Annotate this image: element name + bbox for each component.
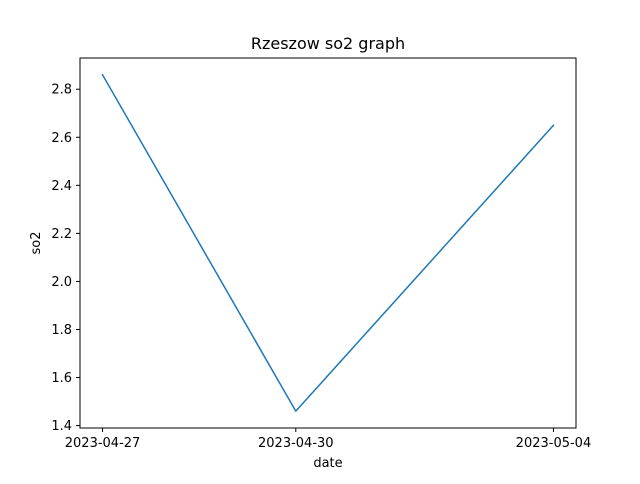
y-tick-label: 2.2 bbox=[51, 227, 72, 242]
x-tick-label: 2023-05-04 bbox=[516, 436, 592, 451]
y-tick-label: 2.4 bbox=[51, 179, 72, 194]
y-tick-label: 2.0 bbox=[51, 275, 72, 290]
plot-area bbox=[80, 58, 576, 428]
plot-frame bbox=[79, 57, 577, 429]
y-tick-label: 1.8 bbox=[51, 323, 72, 338]
chart-title: Rzeszow so2 graph bbox=[251, 34, 405, 53]
series-line-so2 bbox=[101, 73, 555, 412]
x-axis-ticks: 2023-04-27 2023-04-30 2023-05-04 bbox=[65, 428, 591, 451]
x-tick-label: 2023-04-30 bbox=[258, 436, 334, 451]
x-tick-label: 2023-04-27 bbox=[65, 436, 141, 451]
y-tick-label: 1.4 bbox=[51, 419, 72, 434]
y-tick-label: 2.6 bbox=[51, 131, 72, 146]
y-tick-label: 2.8 bbox=[51, 83, 72, 98]
y-axis-ticks: 1.4 1.6 1.8 2.0 2.2 2.4 2.6 2.8 bbox=[51, 83, 80, 434]
x-axis-label: date bbox=[313, 456, 342, 471]
y-tick-label: 1.6 bbox=[51, 371, 72, 386]
y-axis-label: so2 bbox=[29, 232, 44, 255]
